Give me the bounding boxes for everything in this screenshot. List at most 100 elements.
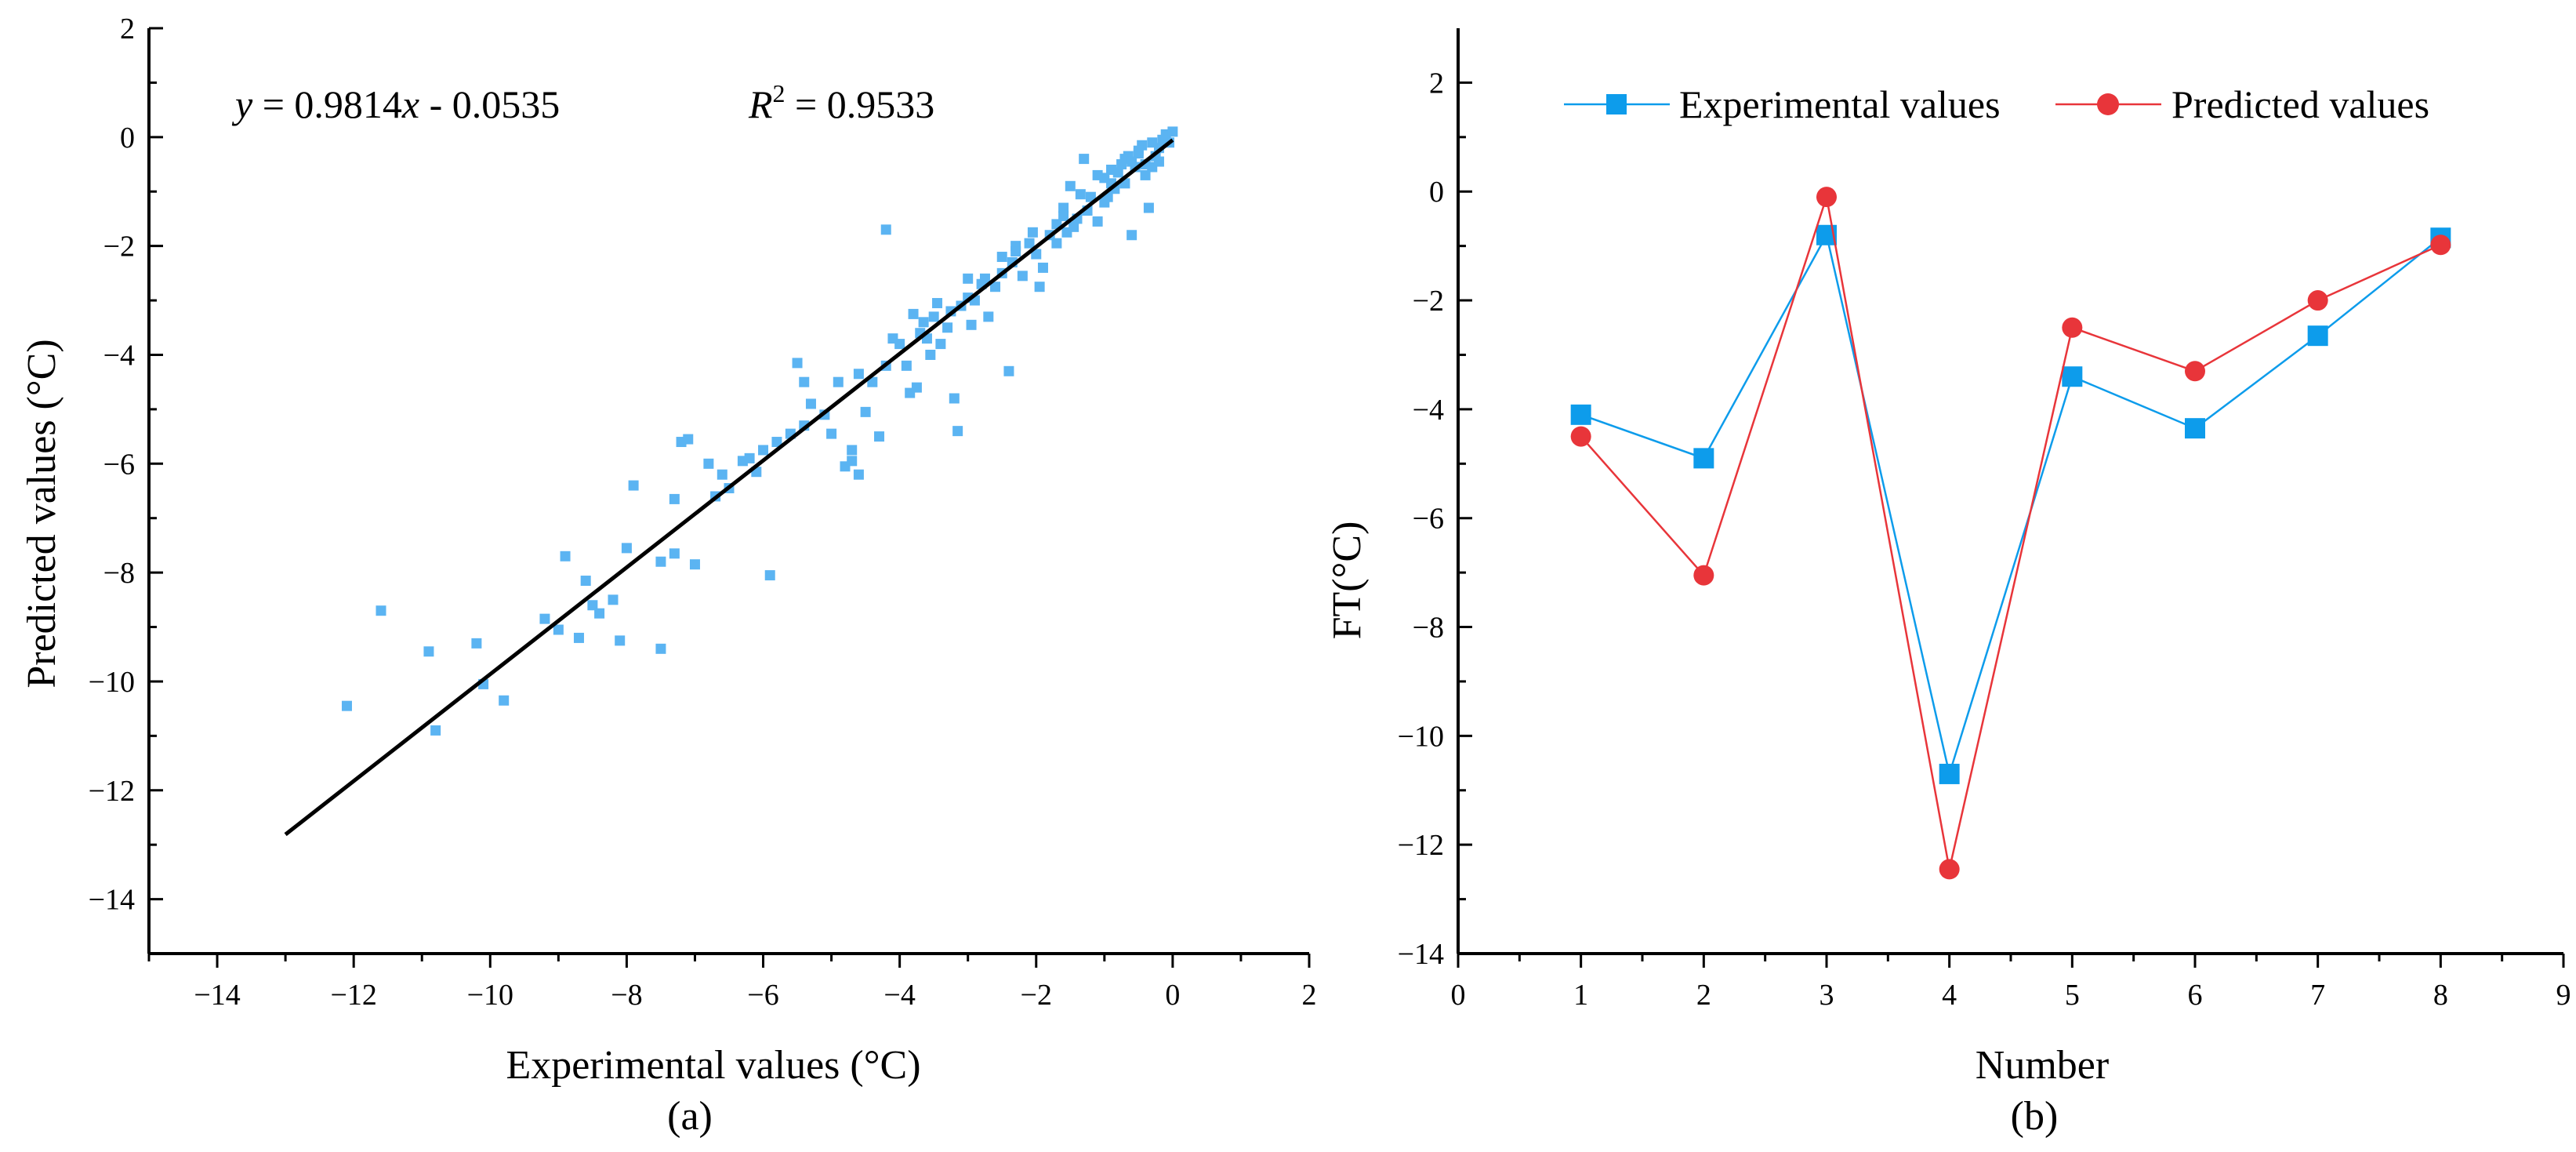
line-y-tick-label: −10: [1398, 720, 1444, 753]
scatter-point: [1140, 169, 1151, 180]
data-point-predicted: [1693, 565, 1714, 586]
scatter-point: [935, 339, 946, 350]
legend-marker-predicted: [2097, 93, 2119, 115]
legend-label-predicted: Predicted values: [2171, 82, 2429, 126]
panel-label-b: (b): [2011, 1094, 2059, 1139]
scatter-point: [376, 605, 386, 616]
scatter-point: [1034, 282, 1045, 293]
scatter-point: [1068, 221, 1079, 232]
scatter-y-tick-label: 0: [120, 122, 135, 154]
line-axes: 0 1 2 3 4 5 6 7 8 9 −14 −12 −10 −8 −6 −4 −2 0 2: [1398, 28, 2571, 1012]
line-x-tick-label: 4: [1942, 979, 1957, 1012]
line-x-tick-label: 9: [2556, 979, 2571, 1012]
scatter-point: [758, 445, 769, 456]
scatter-y-tick-label: −12: [89, 775, 135, 808]
data-point-predicted: [2185, 361, 2205, 382]
scatter-point: [1010, 246, 1021, 257]
scatter-point: [847, 445, 858, 456]
legend-label-experimental: Experimental values: [1679, 82, 2001, 126]
scatter-point: [908, 308, 919, 319]
scatter-point: [553, 624, 564, 635]
scatter-x-tick-label: 0: [1165, 979, 1180, 1012]
scatter-point: [1037, 262, 1048, 273]
scatter-x-tick-label: −2: [1021, 979, 1052, 1012]
line-panel: 0 1 2 3 4 5 6 7 8 9 −14 −12 −10 −8 −6 −4 −2 0 2 Experiment…: [1325, 28, 2571, 1139]
scatter-point: [1027, 227, 1038, 238]
data-point-predicted: [2430, 234, 2451, 256]
scatter-point: [580, 576, 591, 587]
regression-line: [284, 138, 1174, 837]
scatter-y-tick-label: −6: [103, 448, 135, 481]
scatter-y-axis-title: Predicted values (°C): [20, 339, 64, 688]
line-x-tick-label: 6: [2188, 979, 2203, 1012]
scatter-point: [587, 600, 598, 611]
scatter-y-tick-label: −8: [103, 557, 135, 590]
data-point-experimental: [2062, 366, 2083, 387]
scatter-point: [860, 406, 871, 417]
scatter-y-tick-label: −14: [89, 884, 135, 917]
scatter-points: [341, 126, 1178, 736]
scatter-x-tick-label: −12: [330, 979, 376, 1012]
scatter-point: [771, 437, 782, 448]
scatter-y-tick-label: −4: [103, 339, 135, 372]
scatter-x-axis-title: Experimental values (°C): [506, 1043, 920, 1088]
scatter-point: [847, 456, 858, 467]
scatter-point: [669, 493, 680, 504]
scatter-point: [703, 458, 714, 469]
scatter-point: [1085, 191, 1096, 202]
scatter-point: [1065, 180, 1076, 191]
data-point-predicted: [1816, 187, 1837, 208]
scatter-point: [1092, 169, 1103, 180]
scatter-point: [423, 646, 434, 657]
scatter-x-tick-label: −14: [194, 979, 240, 1012]
scatter-point: [983, 311, 994, 322]
scatter-point: [1003, 365, 1014, 376]
line-y-tick-label: 2: [1429, 67, 1444, 100]
scatter-point: [979, 273, 990, 284]
scatter-point: [764, 570, 775, 581]
scatter-point: [1127, 156, 1137, 167]
scatter-x-tick-label: −8: [611, 979, 642, 1012]
scatter-point: [949, 393, 960, 404]
scatter-point: [996, 252, 1007, 263]
scatter-point: [1167, 126, 1178, 137]
data-point-predicted: [2307, 290, 2328, 311]
line-y-tick-label: −8: [1413, 612, 1444, 645]
scatter-point: [430, 725, 441, 736]
scatter-y-tick-label: −2: [103, 231, 135, 263]
line-y-tick-label: −2: [1413, 285, 1444, 318]
scatter-point: [1092, 216, 1103, 227]
scatter-point: [963, 273, 974, 284]
line-x-tick-label: 7: [2310, 979, 2325, 1012]
scatter-point: [925, 349, 936, 360]
data-point-experimental: [2185, 418, 2205, 439]
series-line-predicted: [1580, 196, 2441, 870]
legend: Experimental values Predicted values: [1564, 82, 2429, 126]
scatter-x-tick-label: −6: [747, 979, 778, 1012]
line-y-tick-label: 0: [1429, 176, 1444, 209]
scatter-point: [717, 469, 727, 480]
data-point-experimental: [1693, 448, 1714, 469]
scatter-point: [573, 632, 584, 643]
scatter-point: [1112, 167, 1123, 178]
scatter-y-tick-label: −10: [89, 666, 135, 699]
legend-marker-experimental: [1606, 94, 1627, 114]
line-y-tick-label: −12: [1398, 829, 1444, 862]
regression-equation: y = 0.9814x - 0.0535: [231, 82, 560, 126]
scatter-point: [901, 360, 912, 371]
panel-label-a: (a): [667, 1094, 713, 1139]
scatter-point: [1058, 210, 1069, 221]
scatter-point: [1143, 202, 1154, 213]
scatter-y-tick-label: 2: [120, 13, 135, 45]
scatter-x-tick-label: −10: [467, 979, 513, 1012]
scatter-point: [805, 398, 816, 409]
data-point-predicted: [2062, 317, 2083, 338]
scatter-point: [942, 322, 953, 333]
scatter-point: [853, 369, 864, 380]
scatter-point: [918, 317, 929, 328]
scatter-point: [655, 643, 666, 654]
scatter-point: [853, 469, 864, 480]
data-point-experimental: [1570, 404, 1591, 425]
line-series-group: [1570, 187, 2451, 880]
